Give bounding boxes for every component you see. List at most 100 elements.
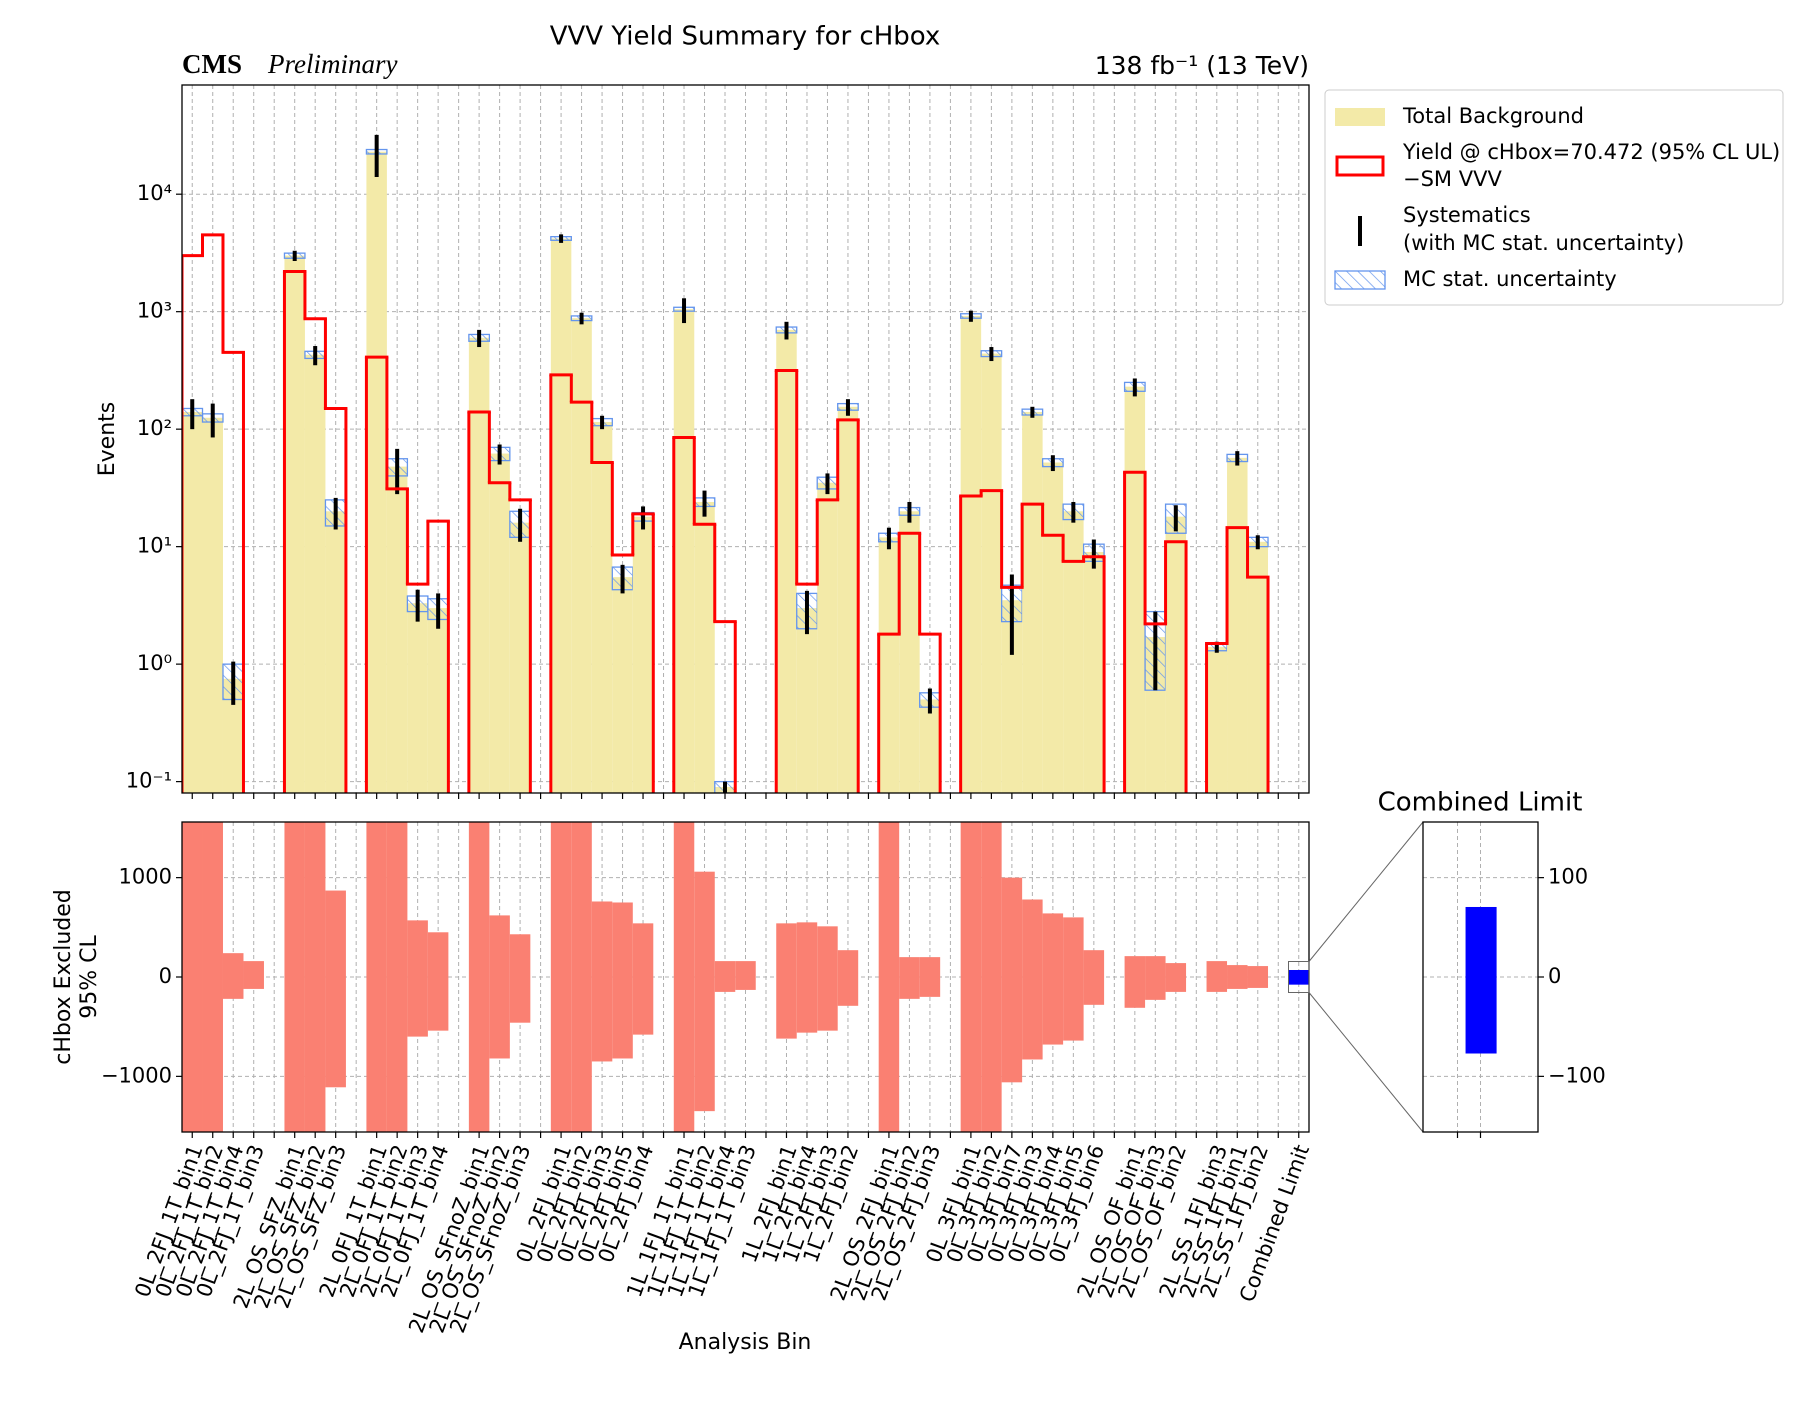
background-bar bbox=[1247, 541, 1269, 793]
legend-label: (with MC stat. uncertainty) bbox=[1403, 231, 1684, 255]
excluded-range-bar bbox=[673, 822, 695, 1132]
excluded-range-bar bbox=[222, 953, 244, 999]
excluded-range-bar bbox=[612, 902, 633, 1059]
background-bar bbox=[673, 309, 695, 793]
background-bar bbox=[284, 255, 305, 793]
excluded-range-bar bbox=[1022, 899, 1043, 1060]
background-bar bbox=[489, 453, 510, 793]
excluded-range-bar bbox=[796, 922, 818, 1033]
background-bar bbox=[796, 608, 818, 793]
background-bar bbox=[1206, 646, 1228, 793]
excluded-range-bar bbox=[182, 822, 203, 1132]
legend-label: MC stat. uncertainty bbox=[1403, 267, 1617, 291]
excluded-range-bar bbox=[981, 822, 1002, 1132]
excluded-range-bar bbox=[1001, 877, 1023, 1083]
legend-label: Systematics bbox=[1403, 203, 1531, 227]
excluded-range-bar bbox=[878, 822, 900, 1132]
excluded-range-bar bbox=[1145, 956, 1166, 1000]
background-bar bbox=[407, 603, 428, 793]
background-bar bbox=[1022, 411, 1043, 793]
background-bar bbox=[837, 406, 859, 793]
excluded-range-bar bbox=[386, 822, 408, 1132]
inset-frame bbox=[1422, 821, 1539, 1133]
excluded-range-bar bbox=[304, 822, 326, 1132]
background-bar bbox=[1083, 552, 1105, 793]
x-axis-label: Analysis Bin bbox=[679, 1330, 812, 1355]
excluded-range-bar bbox=[591, 901, 613, 1062]
background-bar bbox=[571, 318, 592, 793]
background-bar bbox=[222, 678, 244, 793]
legend-patch bbox=[1334, 270, 1386, 290]
excluded-range-bar bbox=[284, 822, 305, 1132]
chart-title: VVV Yield Summary for cHbox bbox=[550, 22, 941, 52]
background-bar bbox=[202, 417, 223, 793]
zoom-connector bbox=[1308, 821, 1424, 962]
background-bar bbox=[1124, 386, 1146, 793]
background-bar bbox=[899, 511, 920, 793]
excluded-range-bar bbox=[837, 950, 859, 1006]
excluded-range-bar bbox=[550, 822, 572, 1132]
background-bar bbox=[304, 354, 326, 793]
background-bar bbox=[694, 501, 715, 793]
background-bar bbox=[632, 516, 654, 793]
excluded-range-bar bbox=[407, 920, 428, 1037]
excluded-range-bar bbox=[427, 932, 449, 1031]
y-tick-label: 100 bbox=[1548, 865, 1588, 889]
lumi-label: 138 fb⁻¹ (13 TeV) bbox=[1095, 51, 1309, 80]
excluded-range-bar bbox=[1288, 969, 1309, 985]
excluded-range-bar bbox=[1227, 965, 1248, 989]
y-tick-label: 10¹ bbox=[137, 534, 172, 558]
background-bar bbox=[1165, 516, 1187, 793]
excluded-range-bar bbox=[366, 822, 387, 1132]
excluded-range-bar bbox=[1063, 917, 1084, 1041]
experiment-label: CMS bbox=[182, 49, 242, 79]
background-bar bbox=[550, 238, 572, 793]
y-tick-label: 0 bbox=[159, 964, 172, 988]
y-axis-label: Events bbox=[95, 402, 120, 477]
y-tick-label: 0 bbox=[1548, 964, 1561, 988]
background-bar bbox=[591, 422, 613, 793]
background-bar bbox=[325, 511, 346, 793]
background-bar bbox=[182, 411, 203, 793]
excluded-range-bar bbox=[325, 890, 346, 1088]
ratio-y-axis-label: 95% CL bbox=[77, 935, 102, 1019]
plot-frame bbox=[181, 84, 1310, 794]
background-bar bbox=[960, 315, 982, 793]
background-bar bbox=[919, 699, 941, 793]
excluded-range-bar bbox=[960, 822, 982, 1132]
top-panel-marks bbox=[182, 134, 1270, 793]
excluded-range-bar bbox=[202, 822, 223, 1132]
background-bar bbox=[1042, 462, 1064, 793]
excluded-range-bar bbox=[1165, 963, 1187, 992]
legend-label: Total Background bbox=[1402, 104, 1584, 128]
excluded-range-bar bbox=[1206, 961, 1228, 992]
legend-label: Yield @ cHbox=70.472 (95% CL UL) bbox=[1402, 140, 1780, 164]
background-bar bbox=[612, 577, 633, 793]
y-tick-label: −100 bbox=[1548, 1063, 1606, 1087]
excluded-range-bar bbox=[571, 822, 592, 1132]
background-bar bbox=[878, 537, 900, 793]
legend-patch bbox=[1335, 155, 1385, 177]
y-tick-label: 10² bbox=[137, 416, 172, 440]
background-bar bbox=[1063, 511, 1084, 793]
combined-limit-bar bbox=[1465, 906, 1497, 1054]
excluded-range-bar bbox=[1083, 950, 1105, 1005]
background-bar bbox=[366, 151, 387, 793]
excluded-range-bar bbox=[919, 957, 941, 997]
excluded-range-bar bbox=[899, 957, 920, 999]
y-tick-label: 1000 bbox=[119, 865, 172, 889]
background-bar bbox=[981, 353, 1002, 793]
excluded-range-bar bbox=[1042, 913, 1064, 1045]
excluded-range-bar bbox=[817, 926, 838, 1031]
excluded-range-bar bbox=[468, 822, 490, 1132]
background-bar bbox=[427, 608, 449, 793]
background-bar bbox=[817, 482, 838, 793]
background-bar bbox=[509, 522, 531, 793]
excluded-range-bar bbox=[1124, 956, 1146, 1008]
y-tick-label: −1000 bbox=[101, 1063, 172, 1087]
legend-patch bbox=[1335, 108, 1385, 126]
y-tick-label: 10³ bbox=[137, 299, 172, 323]
y-tick-label: 10⁴ bbox=[137, 181, 172, 205]
